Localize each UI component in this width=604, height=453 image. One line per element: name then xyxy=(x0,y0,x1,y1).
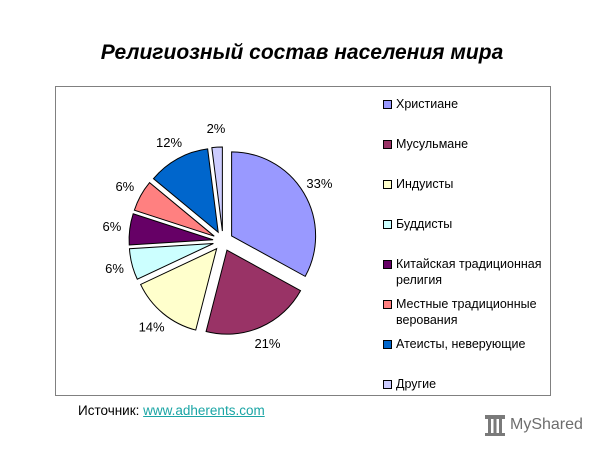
legend-label: Индуисты xyxy=(396,177,454,191)
pie-slice-other xyxy=(211,146,223,232)
slice-label-local-traditional: 6% xyxy=(115,179,134,194)
myshared-logo-icon xyxy=(485,415,505,436)
pie-slice-chinese-traditional xyxy=(128,213,214,246)
watermark: MyShared xyxy=(484,411,583,439)
legend-swatch xyxy=(383,300,392,309)
pie-slice-buddhists xyxy=(128,242,214,280)
legend-swatch xyxy=(383,180,392,189)
legend-swatch xyxy=(383,260,392,269)
slice-label-hindus: 14% xyxy=(139,319,165,334)
legend-label: Буддисты xyxy=(396,217,453,231)
legend-label: Атеисты, неверующие xyxy=(396,337,526,351)
pie-chart: 33% 21% 14% 6% 6% 6% 12% 2% xyxy=(102,121,332,351)
legend-swatch xyxy=(383,380,392,389)
pie-slice-christians xyxy=(231,151,317,278)
pie-slice-muslims xyxy=(205,249,302,335)
legend-swatch xyxy=(383,140,392,149)
legend-label: Другие xyxy=(396,377,437,391)
slice-label-buddhists: 6% xyxy=(105,261,124,276)
pie-slice-hindus xyxy=(139,247,218,331)
watermark-text: MyShared xyxy=(510,416,583,433)
pie-slice-atheists xyxy=(152,148,219,234)
source-label: Источник: xyxy=(78,403,144,418)
chart-title: Религиозный состав населения мира xyxy=(100,41,504,64)
slice-label-chinese-traditional: 6% xyxy=(102,219,121,234)
pie-slice-local-traditional xyxy=(133,181,215,237)
legend-label: Местные традиционные верования xyxy=(396,297,537,327)
legend-swatch xyxy=(383,100,392,109)
slice-label-christians: 33% xyxy=(306,176,332,191)
slice-label-other: 2% xyxy=(207,121,226,136)
legend-swatch xyxy=(383,220,392,229)
legend-label: Китайская традиционная религия xyxy=(396,257,542,287)
source-line: Источник: www.adherents.com xyxy=(78,403,265,418)
legend-swatch xyxy=(383,340,392,349)
slice-label-muslims: 21% xyxy=(254,336,280,351)
legend-label: Мусульмане xyxy=(396,137,469,151)
legend-label: Христиане xyxy=(396,97,459,111)
slice-label-atheists: 12% xyxy=(156,135,182,150)
source-link[interactable]: www.adherents.com xyxy=(143,403,265,418)
